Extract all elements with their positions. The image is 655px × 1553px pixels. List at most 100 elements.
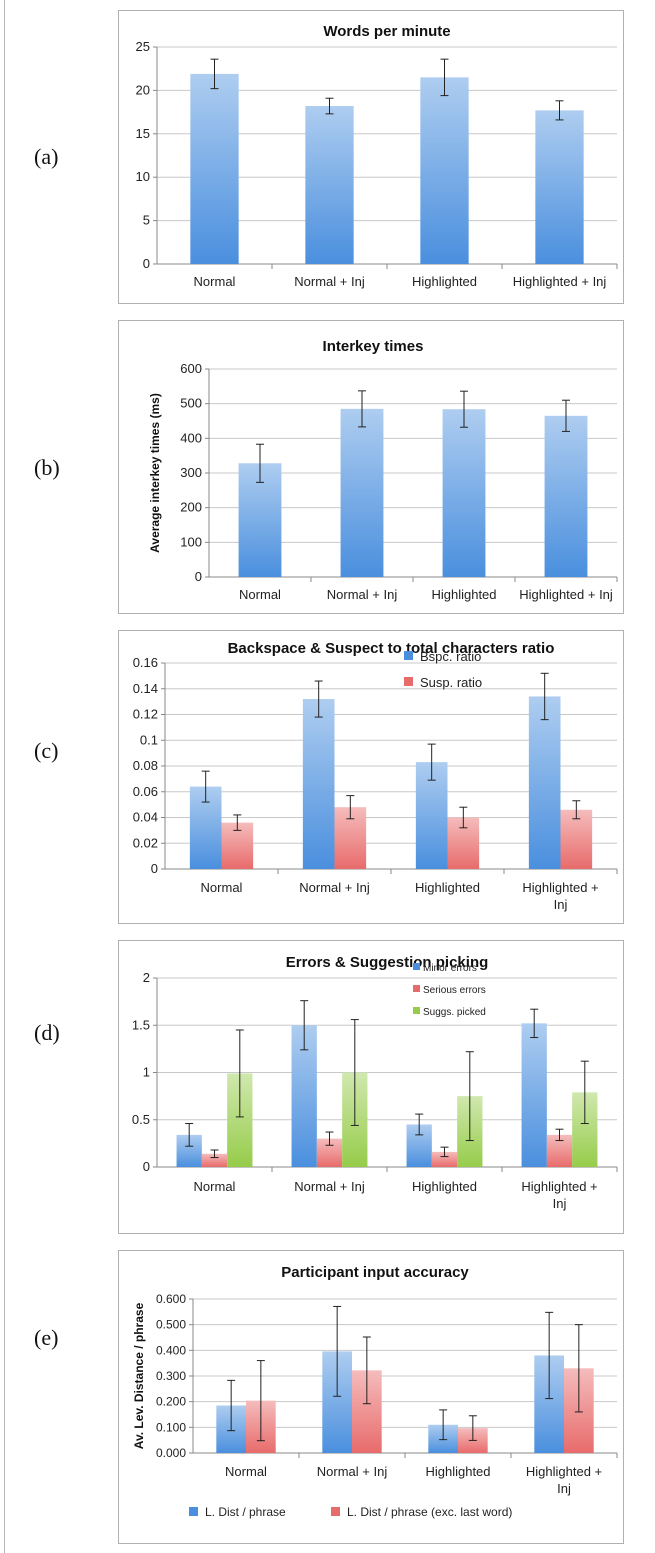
x-tick-label: Highlighted + xyxy=(522,880,598,895)
y-tick-label: 0 xyxy=(151,861,158,876)
x-tick-label: Inj xyxy=(553,1196,567,1211)
y-tick-label: 0 xyxy=(195,569,202,584)
legend-label: L. Dist / phrase xyxy=(205,1505,286,1519)
chart-participant-input-accuracy-svg: Participant input accuracy 0.000 0.100 0.20… xyxy=(132,1264,618,1519)
x-tick-label: Normal + Inj xyxy=(294,274,365,289)
y-tick-label: 5 xyxy=(143,213,150,228)
legend-swatch xyxy=(331,1507,340,1516)
y-tick-label: 20 xyxy=(136,82,150,97)
bar xyxy=(305,106,354,264)
y-tick-label: 0.600 xyxy=(156,1292,186,1306)
chart-backspace-suspect-ratio-svg: Backspace & Suspect to total characters … xyxy=(133,640,618,912)
x-tick-label: Inj xyxy=(554,897,568,912)
y-tick-label: 25 xyxy=(136,39,150,54)
x-tick-label: Normal xyxy=(201,880,243,895)
legend-label: Susp. ratio xyxy=(420,675,482,690)
x-tick-label: Highlighted + xyxy=(526,1464,602,1479)
legend-swatch xyxy=(413,1007,420,1014)
y-tick-label: 0.300 xyxy=(156,1369,186,1383)
legend-swatch xyxy=(413,985,420,992)
chart-backspace-suspect-ratio: Backspace & Suspect to total characters … xyxy=(118,630,624,924)
panel-label-c: (c) xyxy=(34,738,59,763)
legend-swatch xyxy=(404,651,413,660)
y-tick-label: 0.500 xyxy=(156,1318,186,1332)
chart-title: Participant input accuracy xyxy=(281,1264,469,1281)
chart-participant-input-accuracy: Participant input accuracy 0.000 0.100 0.20… xyxy=(118,1250,624,1544)
bar xyxy=(528,696,561,869)
chart-title: Words per minute xyxy=(323,23,450,40)
panel-label-d: (d) xyxy=(34,1020,60,1045)
bar xyxy=(560,809,593,869)
y-tick-label: 0.08 xyxy=(133,758,158,773)
chart-words-per-minute-svg: Words per minute 0 5 10 15 20 25 Normal Normal +… xyxy=(136,23,618,289)
chart-words-per-minute: Words per minute 0 5 10 15 20 25 Normal Normal +… xyxy=(118,10,624,304)
bar xyxy=(420,77,469,264)
bar xyxy=(544,415,588,577)
x-tick-label: Normal + Inj xyxy=(294,1179,365,1194)
x-tick-label: Highlighted + Inj xyxy=(513,274,607,289)
y-tick-label: 15 xyxy=(136,126,150,141)
bar xyxy=(535,110,584,264)
left-border-line xyxy=(4,0,5,1553)
y-tick-label: 100 xyxy=(180,534,202,549)
y-tick-label: 0.12 xyxy=(133,707,158,722)
legend-label: Bspc. ratio xyxy=(420,649,481,664)
y-tick-label: 0.100 xyxy=(156,1420,186,1434)
legend-label: L. Dist / phrase (exc. last word) xyxy=(347,1505,512,1519)
chart-title: Backspace & Suspect to total characters … xyxy=(228,640,555,657)
x-tick-label: Normal + Inj xyxy=(317,1464,388,1479)
panel-label-e: (e) xyxy=(34,1325,59,1350)
y-tick-label: 0.06 xyxy=(133,784,158,799)
chart-interkey-times: Interkey times 0 100 200 300 400 500 600 Average… xyxy=(118,320,624,614)
panel-label-a: (a) xyxy=(34,144,59,169)
x-tick-label: Highlighted xyxy=(425,1464,490,1479)
x-tick-label: Normal + Inj xyxy=(327,587,398,602)
y-tick-label: 0.02 xyxy=(133,835,158,850)
y-tick-label: 500 xyxy=(180,396,202,411)
x-tick-label: Highlighted xyxy=(415,880,480,895)
y-tick-label: 400 xyxy=(180,430,202,445)
x-tick-label: Highlighted xyxy=(412,1179,477,1194)
x-tick-label: Highlighted + xyxy=(521,1179,597,1194)
y-tick-label: 10 xyxy=(136,169,150,184)
x-tick-label: Normal xyxy=(239,587,281,602)
y-tick-label: 0.04 xyxy=(133,810,158,825)
legend-swatch xyxy=(413,963,420,970)
bar xyxy=(190,73,239,264)
y-tick-label: 0.14 xyxy=(133,681,158,696)
y-tick-label: 200 xyxy=(180,500,202,515)
legend-label: Minor errors xyxy=(423,963,477,974)
chart-errors-suggestion-picking-svg: Errors & Suggestion picking 0 0.5 1 1.5 2 Norm… xyxy=(132,954,618,1211)
y-tick-label: 2 xyxy=(143,970,150,985)
y-tick-label: 300 xyxy=(180,465,202,480)
y-tick-label: 0.200 xyxy=(156,1395,186,1409)
x-tick-label: Highlighted xyxy=(431,587,496,602)
y-tick-label: 600 xyxy=(180,361,202,376)
y-tick-label: 1.5 xyxy=(132,1017,150,1032)
legend-swatch xyxy=(189,1507,198,1516)
bar xyxy=(302,699,335,869)
y-tick-label: 0 xyxy=(143,256,150,271)
x-tick-label: Normal xyxy=(194,274,236,289)
x-tick-label: Normal xyxy=(194,1179,236,1194)
y-axis-label: Average interkey times (ms) xyxy=(148,393,162,553)
chart-title: Interkey times xyxy=(323,338,424,355)
y-tick-label: 0.000 xyxy=(156,1446,186,1460)
y-axis-label: Av. Lev. Distance / phrase xyxy=(132,1302,146,1449)
bar xyxy=(521,1023,547,1167)
x-tick-label: Highlighted xyxy=(412,274,477,289)
x-tick-label: Highlighted + Inj xyxy=(519,587,613,602)
bar xyxy=(431,1151,458,1167)
panel-label-b: (b) xyxy=(34,455,60,480)
legend-label: Serious errors xyxy=(423,985,486,996)
y-tick-label: 0 xyxy=(143,1159,150,1174)
chart-title: Errors & Suggestion picking xyxy=(286,954,489,971)
bar xyxy=(201,1153,228,1167)
bar xyxy=(340,408,384,577)
x-tick-label: Normal + Inj xyxy=(299,880,370,895)
chart-interkey-times-svg: Interkey times 0 100 200 300 400 500 600 Average… xyxy=(148,338,618,602)
y-tick-label: 0.16 xyxy=(133,655,158,670)
x-tick-label: Inj xyxy=(557,1481,571,1496)
legend-swatch xyxy=(404,677,413,686)
y-tick-label: 0.5 xyxy=(132,1112,150,1127)
